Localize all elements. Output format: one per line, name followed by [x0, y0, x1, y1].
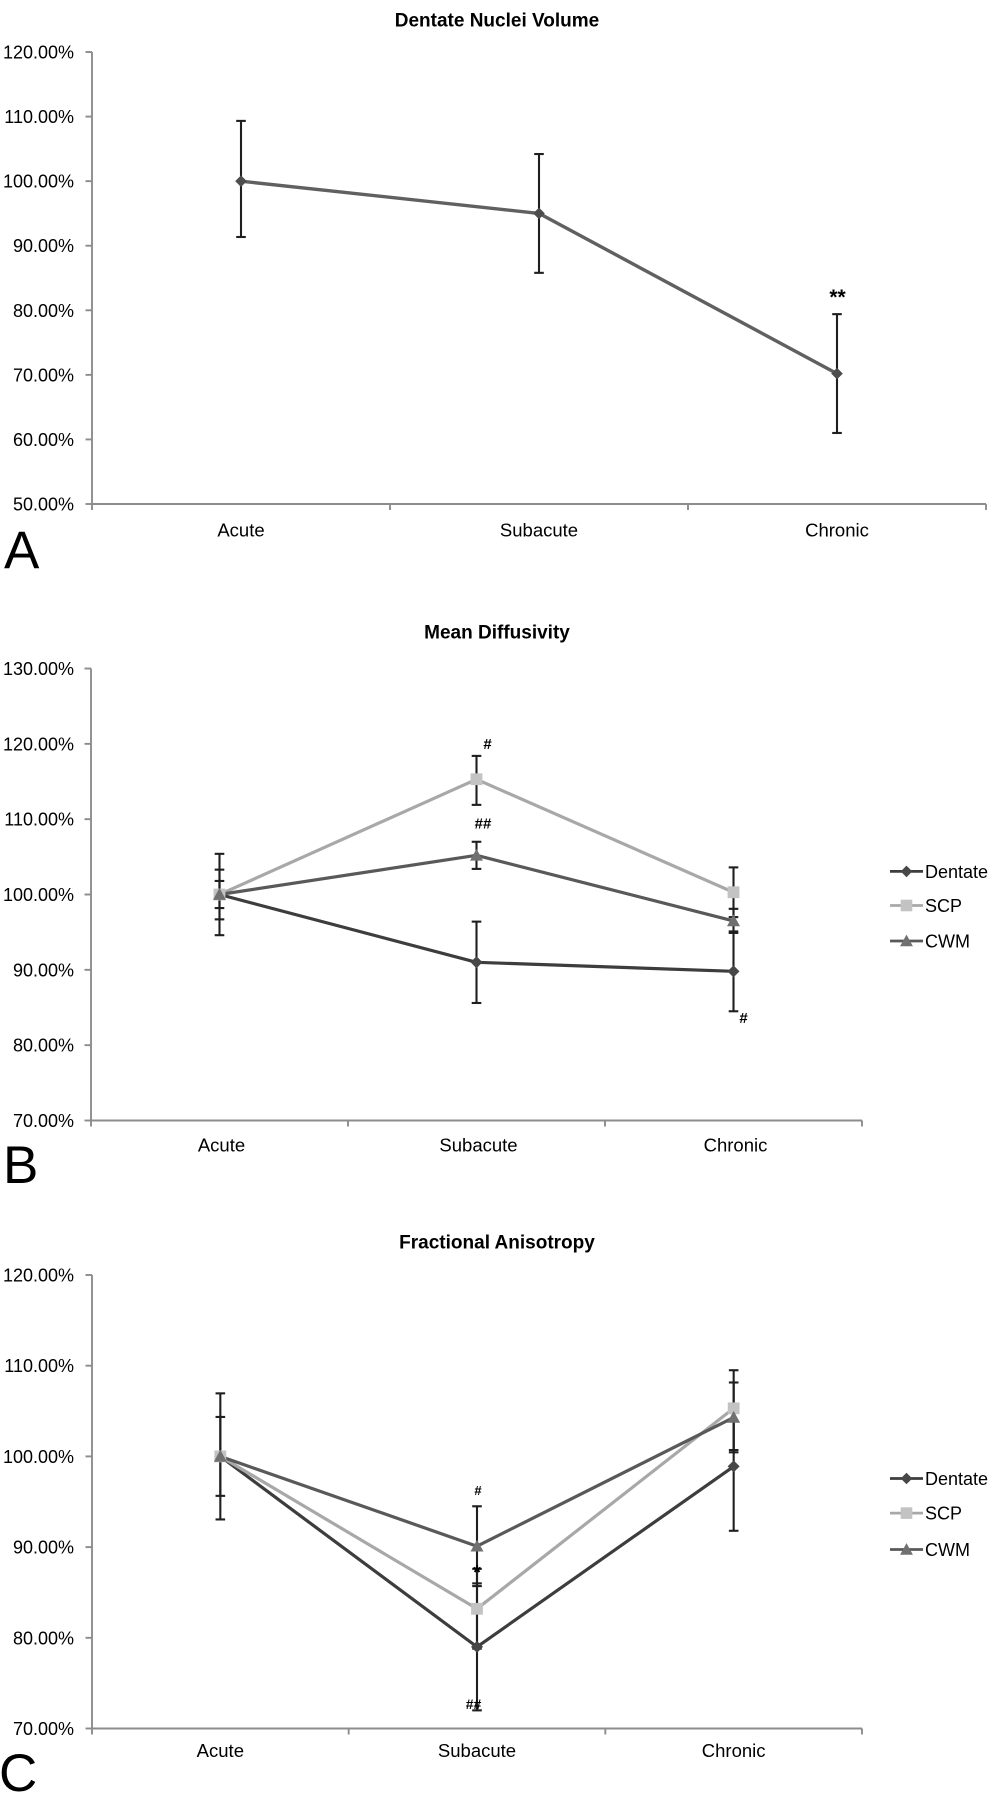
svg-text:##: ##: [466, 1696, 482, 1712]
svg-text:Acute: Acute: [217, 520, 264, 541]
svg-text:Subacute: Subacute: [500, 520, 578, 541]
svg-text:CWM: CWM: [925, 1540, 970, 1560]
svg-text:#: #: [739, 1010, 748, 1027]
svg-text:B: B: [3, 1136, 38, 1195]
svg-text:Dentate: Dentate: [925, 1469, 988, 1489]
svg-text:Chronic: Chronic: [702, 1740, 766, 1761]
svg-text:90.00%: 90.00%: [13, 236, 74, 256]
svg-text:SCP: SCP: [925, 896, 962, 916]
svg-text:Chronic: Chronic: [704, 1135, 768, 1156]
svg-text:C: C: [0, 1744, 37, 1800]
svg-text:Dentate: Dentate: [925, 862, 988, 882]
svg-text:Mean Diffusivity: Mean Diffusivity: [424, 623, 570, 644]
svg-text:110.00%: 110.00%: [4, 107, 74, 127]
svg-text:Acute: Acute: [198, 1135, 245, 1156]
svg-text:Subacute: Subacute: [438, 1740, 516, 1761]
svg-text:90.00%: 90.00%: [13, 960, 74, 980]
svg-text:**: **: [829, 286, 846, 309]
svg-text:##: ##: [475, 816, 492, 833]
svg-text:CWM: CWM: [925, 932, 970, 952]
svg-text:110.00%: 110.00%: [4, 1356, 74, 1376]
svg-text:SCP: SCP: [925, 1504, 962, 1524]
svg-text:100.00%: 100.00%: [3, 885, 74, 905]
svg-text:Subacute: Subacute: [439, 1135, 517, 1156]
svg-text:90.00%: 90.00%: [13, 1538, 74, 1558]
svg-text:110.00%: 110.00%: [4, 810, 74, 830]
svg-text:100.00%: 100.00%: [3, 1447, 74, 1467]
svg-text:70.00%: 70.00%: [13, 1111, 74, 1131]
svg-text:130.00%: 130.00%: [3, 659, 74, 679]
svg-text:80.00%: 80.00%: [13, 1628, 74, 1648]
svg-text:80.00%: 80.00%: [13, 301, 74, 321]
svg-text:#: #: [483, 736, 492, 753]
svg-text:70.00%: 70.00%: [13, 1719, 74, 1739]
svg-text:Dentate Nuclei Volume: Dentate Nuclei Volume: [395, 11, 599, 32]
svg-text:120.00%: 120.00%: [3, 43, 74, 63]
svg-text:#: #: [474, 1483, 482, 1498]
svg-text:60.00%: 60.00%: [13, 430, 74, 450]
svg-text:Acute: Acute: [197, 1740, 244, 1761]
svg-text:70.00%: 70.00%: [13, 365, 74, 385]
svg-text:80.00%: 80.00%: [13, 1036, 74, 1056]
svg-text:50.00%: 50.00%: [13, 495, 74, 515]
svg-text:A: A: [4, 521, 40, 580]
svg-text:120.00%: 120.00%: [3, 1266, 74, 1286]
svg-text:*: *: [473, 1562, 481, 1584]
svg-text:100.00%: 100.00%: [3, 172, 74, 192]
svg-text:Fractional Anisotropy: Fractional Anisotropy: [399, 1233, 595, 1254]
svg-text:Chronic: Chronic: [805, 520, 869, 541]
svg-text:120.00%: 120.00%: [3, 734, 74, 754]
